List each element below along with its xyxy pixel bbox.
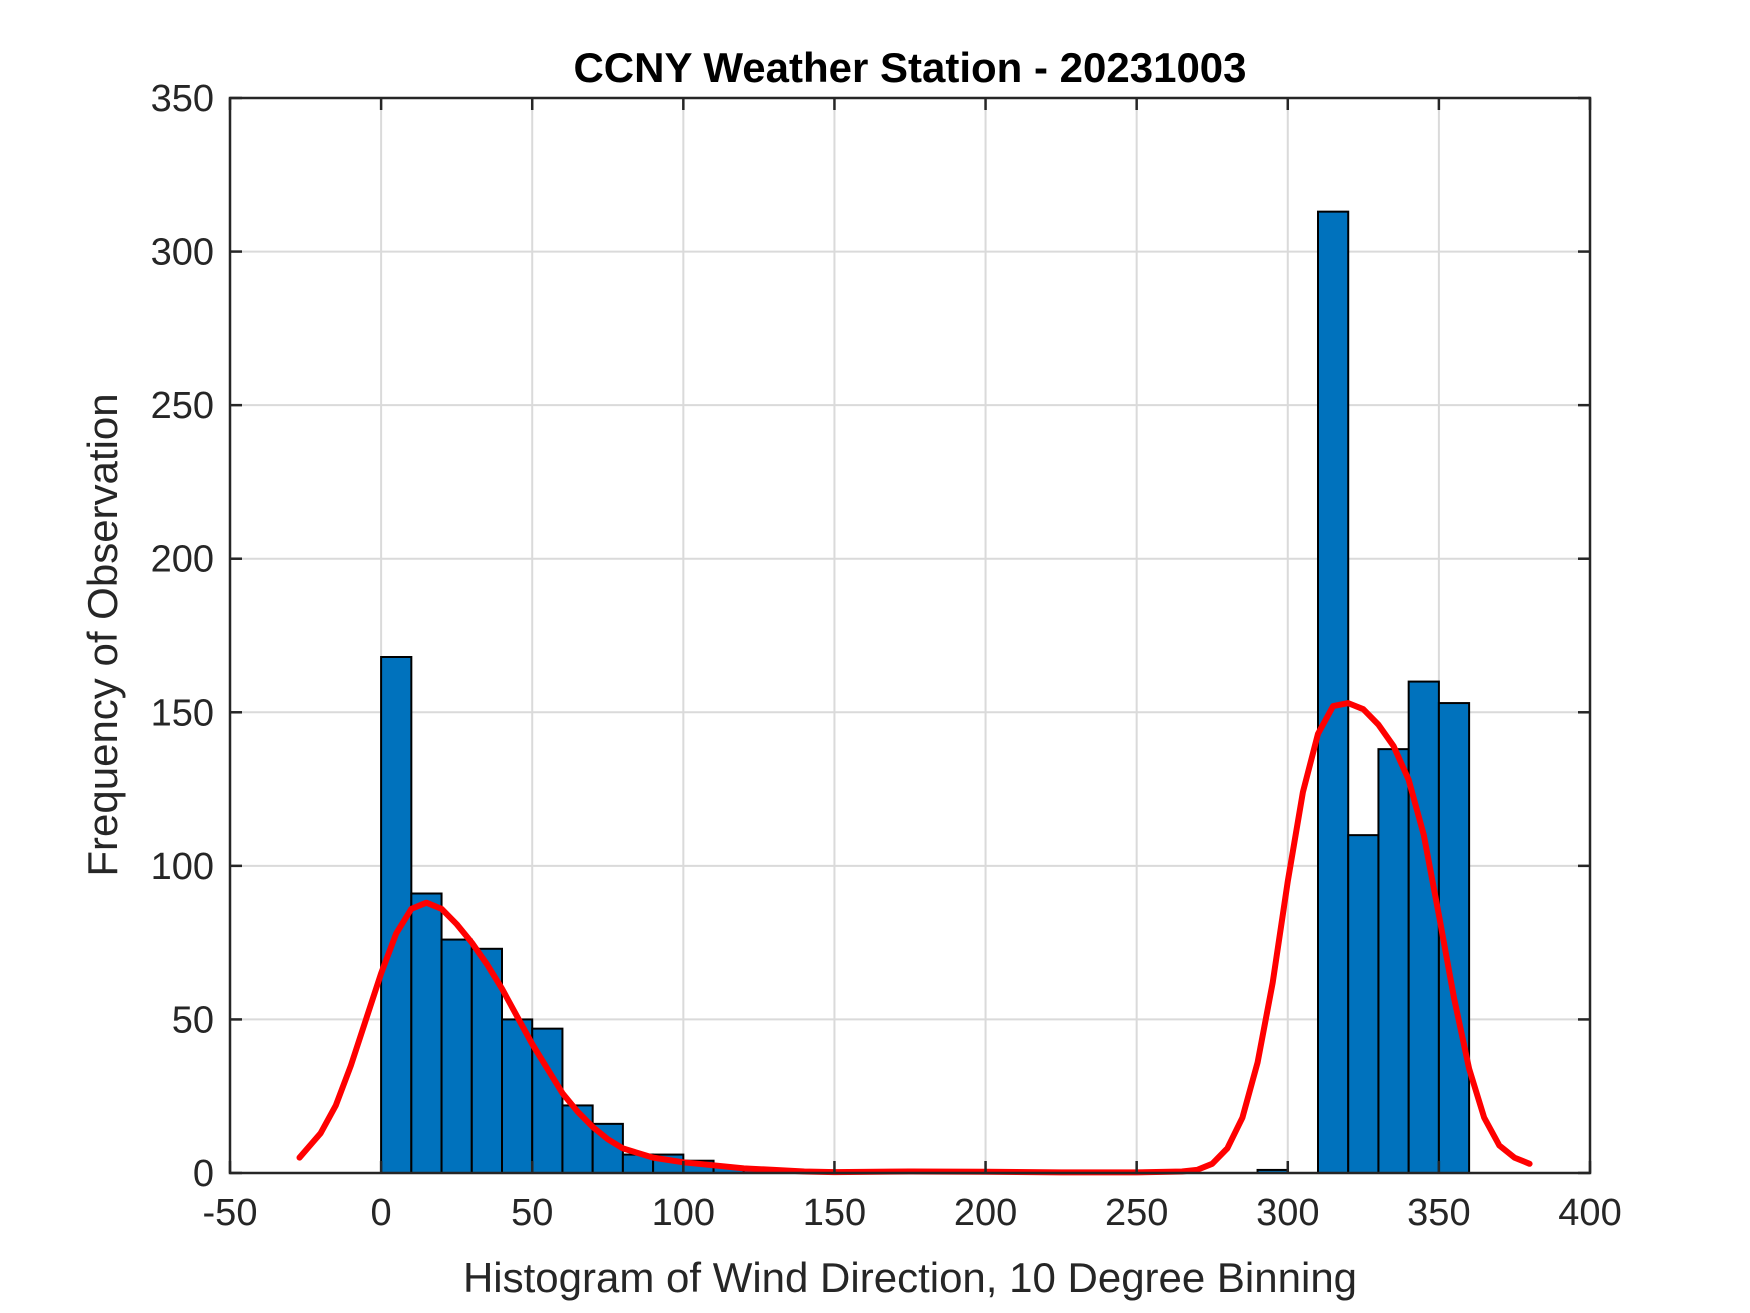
x-axis-label: Histogram of Wind Direction, 10 Degree B… xyxy=(463,1254,1357,1301)
x-tick-label: 100 xyxy=(652,1192,715,1234)
chart-title: CCNY Weather Station - 20231003 xyxy=(573,44,1246,91)
histogram-bar xyxy=(1347,834,1380,1175)
x-tick-label: 300 xyxy=(1256,1192,1319,1234)
y-tick-label: 150 xyxy=(151,692,214,734)
x-tick-label: 250 xyxy=(1105,1192,1168,1234)
y-tick-labels: 0 50 100 150 200 250 300 350 xyxy=(151,78,214,1195)
x-tick-label: 350 xyxy=(1407,1192,1470,1234)
histogram-bar xyxy=(1377,748,1410,1175)
y-tick-label: 100 xyxy=(151,846,214,888)
histogram-bar xyxy=(410,892,443,1174)
x-tick-label: -50 xyxy=(203,1192,258,1234)
ticks-layer xyxy=(228,96,1592,1175)
x-tick-label: 400 xyxy=(1558,1192,1621,1234)
y-tick-label: 350 xyxy=(151,78,214,120)
y-tick-label: 0 xyxy=(193,1153,214,1195)
histogram-bar xyxy=(440,938,473,1174)
x-tick-label: 150 xyxy=(803,1192,866,1234)
bars-layer xyxy=(380,210,1471,1175)
y-axis-label: Frequency of Observation xyxy=(79,393,126,876)
x-tick-label: 200 xyxy=(954,1192,1017,1234)
histogram-bar xyxy=(501,1018,534,1175)
y-tick-label: 300 xyxy=(151,232,214,274)
x-tick-label: 50 xyxy=(511,1192,553,1234)
histogram-bar xyxy=(561,1104,594,1175)
x-tick-label: 0 xyxy=(371,1192,392,1234)
histogram-bar xyxy=(1407,680,1440,1174)
y-tick-label: 250 xyxy=(151,385,214,427)
y-tick-label: 50 xyxy=(172,999,214,1041)
x-tick-labels: -50 0 50 100 150 200 250 300 350 400 xyxy=(203,1192,1622,1234)
y-tick-label: 200 xyxy=(151,539,214,581)
plot-frame xyxy=(228,96,1592,1175)
histogram-bar xyxy=(1317,210,1350,1174)
